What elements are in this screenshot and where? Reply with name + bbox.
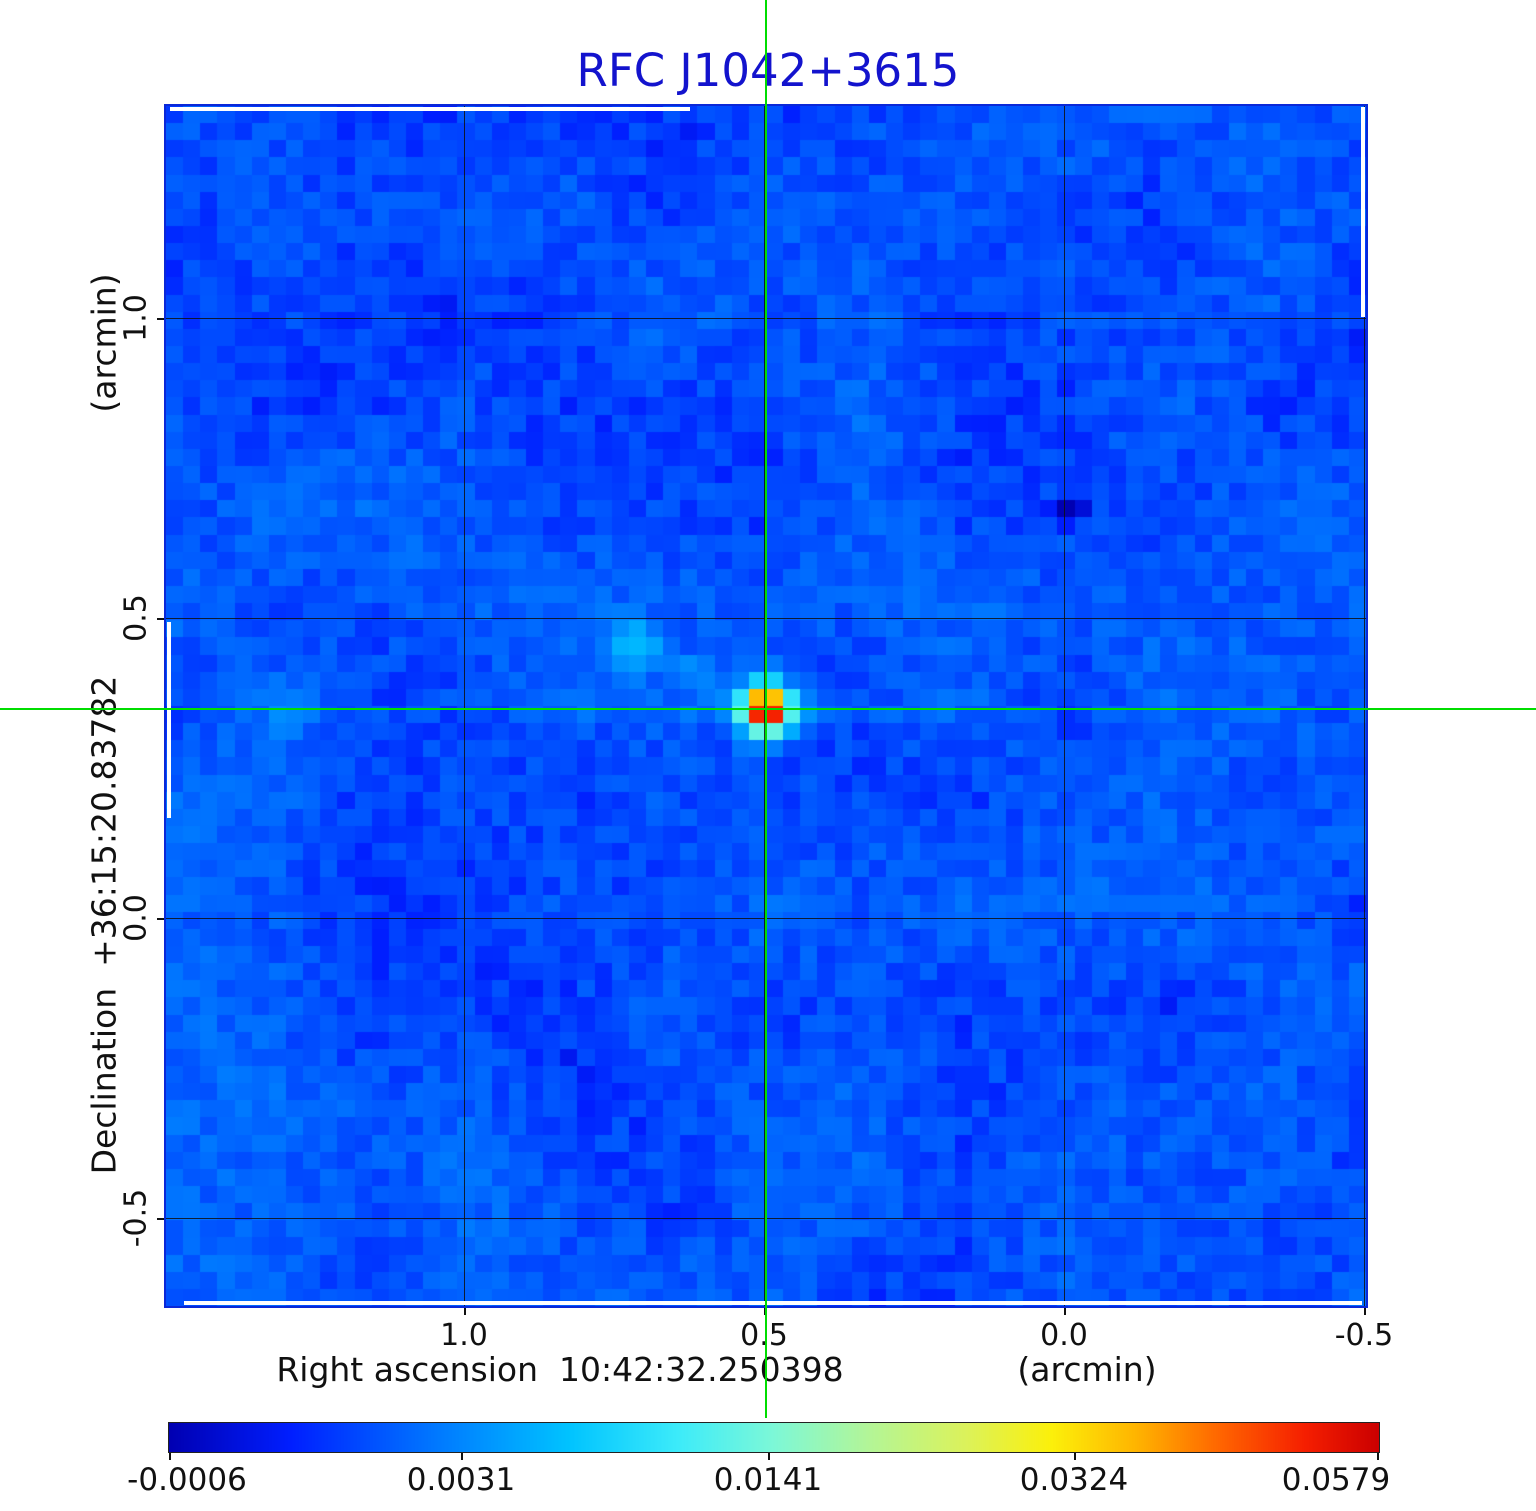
x-axis-unit-label: (arcmin) <box>1017 1350 1157 1389</box>
colorbar-label-2: 0.0141 <box>713 1462 823 1498</box>
x-tick-label-1.0: 1.0 <box>440 1318 488 1353</box>
x-tickmark-1.0 <box>464 1308 466 1315</box>
colorbar-gradient <box>169 1423 1379 1452</box>
colorbar-label-0: -0.0006 <box>127 1462 247 1498</box>
gridline-ra-1.0 <box>464 106 465 1306</box>
x-axis-label: Right ascension 10:42:32.250398 <box>276 1350 844 1389</box>
gridline-ra-0.5 <box>764 106 765 1306</box>
colorbar-tickmark-1 <box>461 1453 463 1460</box>
colorbar-tickmark-2 <box>768 1453 770 1460</box>
x-tickmark--0.5 <box>1364 1308 1366 1315</box>
colorbar-label-4: 0.0579 <box>1281 1462 1391 1498</box>
x-tick-label-0.5: 0.5 <box>740 1318 788 1353</box>
y-axis-label: Declination +36:15:20.83782 <box>84 675 124 1175</box>
x-tick-label-0.0: 0.0 <box>1040 1318 1088 1353</box>
y-tickmark-0.5 <box>157 618 164 620</box>
colorbar-label-1: 0.0031 <box>406 1462 516 1498</box>
map-edge-gap-bottom <box>184 1301 1362 1305</box>
map-edge-gap-top <box>170 107 690 111</box>
colorbar-tickmark-3 <box>1074 1453 1076 1460</box>
crosshair-vertical-line <box>765 0 767 1418</box>
y-tickmark-0.0 <box>157 918 164 920</box>
gridline-ra-0.0 <box>1064 106 1065 1306</box>
x-tick-label--0.5: -0.5 <box>1334 1318 1394 1353</box>
y-tick-label-0.5: 0.5 <box>118 594 154 642</box>
colorbar-tickmark-4 <box>1377 1453 1379 1460</box>
y-tickmark--0.5 <box>157 1218 164 1220</box>
colorbar <box>168 1422 1380 1453</box>
y-tickmark-1.0 <box>157 318 164 320</box>
colorbar-tickmark-0 <box>169 1453 171 1460</box>
plot-title: RFC J1042+3615 <box>576 44 960 97</box>
crosshair-horizontal-line <box>0 708 1536 710</box>
y-tick-label-1.0: 1.0 <box>118 294 154 342</box>
y-tick-label--0.5: -0.5 <box>118 1188 154 1248</box>
y-axis-unit-label: (arcmin) <box>84 273 124 413</box>
y-tick-label-0.0: 0.0 <box>118 894 154 942</box>
map-edge-gap-right <box>1361 107 1365 317</box>
x-tickmark-0.0 <box>1064 1308 1066 1315</box>
gridline-ra--0.5 <box>1364 106 1365 1306</box>
map-edge-gap-left <box>167 622 171 818</box>
colorbar-label-3: 0.0324 <box>1019 1462 1129 1498</box>
